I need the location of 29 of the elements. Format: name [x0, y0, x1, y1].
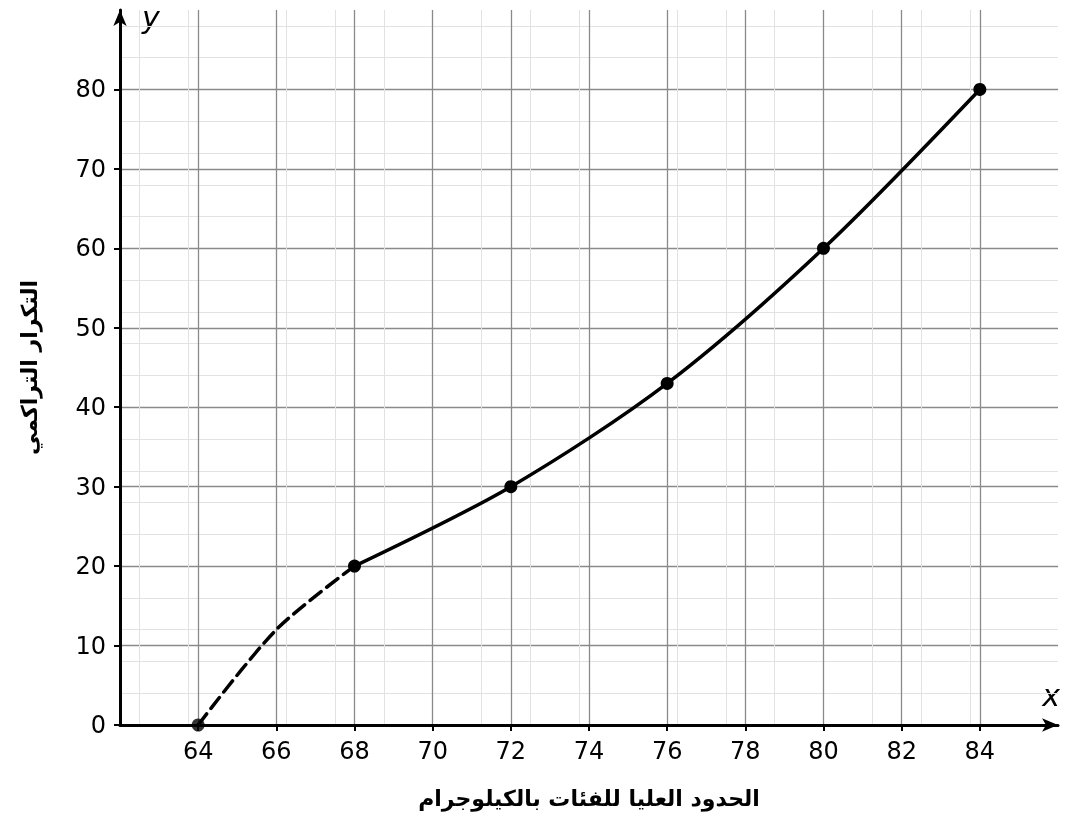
y-tick-label: 50 [75, 313, 106, 342]
point [348, 559, 361, 573]
x-tick-label: 76 [651, 737, 683, 765]
x-tick-label: 66 [261, 737, 292, 765]
y-tick-label: 40 [75, 393, 106, 422]
x-axis-title: الحدود العليا للفئات بالكيلوجرام [418, 785, 760, 812]
y-tick-label: 10 [75, 631, 106, 660]
y-tick-label: 80 [75, 75, 106, 104]
annotation: y [141, 0, 161, 35]
point [817, 241, 830, 255]
x-tick-label: 74 [573, 737, 605, 765]
x-tick-label: 80 [808, 737, 839, 765]
x-tick-label: 84 [964, 737, 996, 765]
y-axis-title: التكرار التراكمي [16, 280, 43, 455]
y-tick-label: 30 [75, 472, 106, 501]
y-tick-label: 70 [75, 154, 106, 183]
x-tick-label: 72 [495, 737, 527, 765]
y-tick-label: 0 [90, 711, 106, 739]
x-tick-label: 64 [182, 737, 214, 765]
x-tick-label: 82 [886, 737, 917, 765]
y-tick-label: 60 [75, 234, 106, 263]
point [191, 718, 205, 732]
x-tick-label: 78 [730, 737, 761, 765]
point [660, 376, 674, 390]
point [973, 82, 987, 96]
point [504, 480, 518, 494]
x-tick-label: 70 [417, 737, 448, 765]
y-tick-label: 20 [75, 552, 106, 581]
x-tick-label: 68 [339, 737, 370, 765]
